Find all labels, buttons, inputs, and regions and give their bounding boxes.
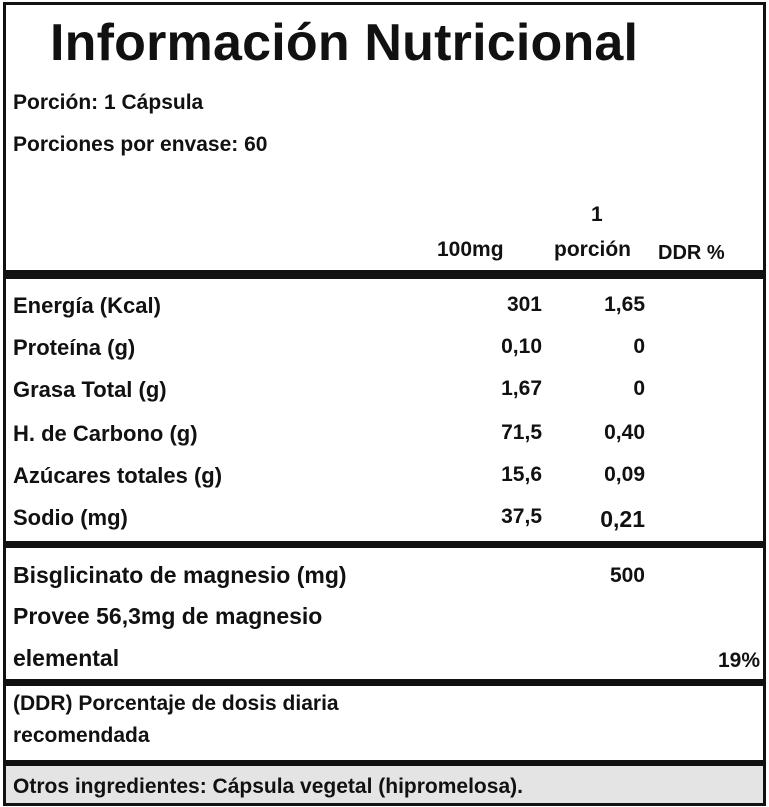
row-label-sodium: Sodio (mg) [13,505,128,530]
column-header-ddr: DDR % [658,242,725,264]
row-value-fat-100mg: 1,67 [501,377,542,400]
column-header-portion: porción [554,238,631,261]
magnesium-label: Bisglicinato de magnesio (mg) [13,562,347,588]
row-value-fat-portion: 0 [633,377,645,400]
row-value-carbs-portion: 0,40 [604,421,645,444]
row-label-energy: Energía (Kcal) [13,293,161,318]
divider-magnesium [6,679,763,686]
row-value-protein-portion: 0 [633,335,645,358]
magnesium-portion-value: 500 [609,564,645,587]
column-header-100mg: 100mg [437,238,504,261]
magnesium-ddr-value: 19% [717,649,760,672]
ddr-note-line-1: (DDR) Porcentaje de dosis diaria [13,692,339,715]
row-label-total-sugars: Azúcares totales (g) [13,463,223,488]
row-value-carbs-100mg: 71,5 [501,421,542,444]
row-value-sodium-100mg: 37,5 [501,505,542,528]
row-label-total-fat: Grasa Total (g) [13,377,167,402]
nutrition-facts-panel: Información Nutricional Porción: 1 Cápsu… [3,2,766,806]
column-header-portion-number: 1 [591,203,603,226]
row-label-carbohydrates: H. de Carbono (g) [13,421,198,446]
divider-nutrients [6,541,763,548]
ddr-note-line-2: recomendada [13,724,150,747]
row-value-protein-100mg: 0,10 [501,335,542,358]
row-value-sugars-100mg: 15,6 [501,463,542,486]
divider-header [6,270,763,279]
magnesium-elemental-line-2: elemental [13,645,120,671]
row-label-protein: Proteína (g) [13,335,136,360]
row-value-sugars-portion: 0,09 [604,463,645,486]
row-value-energy-100mg: 301 [506,293,542,316]
panel-title: Información Nutricional [50,14,639,72]
magnesium-elemental-line: Provee 56,3mg de magnesio [13,603,323,629]
other-ingredients-bar [6,766,763,803]
row-value-energy-portion: 1,65 [604,293,645,316]
divider-note [6,760,763,766]
row-value-sodium-portion: 0,21 [600,506,645,532]
portion-size: Porción: 1 Cápsula [13,91,204,114]
servings-per-container: Porciones por envase: 60 [13,133,268,156]
other-ingredients-text: Otros ingredientes: Cápsula vegetal (hip… [13,775,523,798]
